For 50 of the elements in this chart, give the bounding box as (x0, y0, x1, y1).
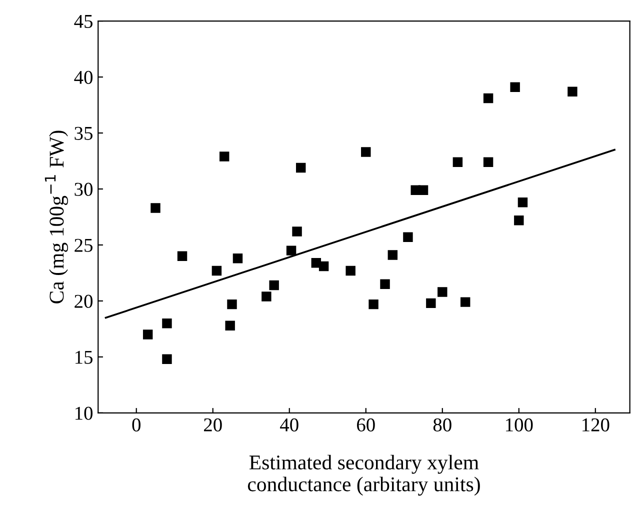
x-tick-label: 120 (582, 418, 610, 432)
point (286, 246, 296, 256)
point (177, 251, 188, 262)
point (380, 279, 390, 290)
point (227, 299, 237, 310)
x-tick-label: 80 (433, 418, 452, 432)
point (292, 226, 302, 236)
point (403, 232, 413, 242)
point (514, 215, 524, 226)
y-axis-title: Ca (mg 100g$^{−1}$ FW) (44, 130, 68, 304)
point (296, 162, 306, 173)
point (483, 157, 494, 167)
y-tick-label: 15 (76, 350, 92, 364)
point (518, 198, 528, 208)
point (438, 287, 448, 297)
point (418, 185, 428, 195)
point (225, 320, 235, 330)
x-tick-label: 0 (132, 418, 140, 432)
x-tick-label: 60 (357, 418, 375, 432)
point (142, 330, 153, 340)
x-axis-title: Estimated secondary xylem conductance (arbitary units) (248, 454, 480, 496)
point (162, 354, 172, 364)
point (388, 250, 398, 260)
point (162, 318, 172, 328)
y-tick-label: 35 (74, 126, 92, 140)
point (460, 297, 470, 307)
point (262, 292, 272, 302)
point (219, 152, 230, 162)
point (510, 82, 520, 92)
y-tick-label: 40 (74, 70, 93, 84)
point (232, 254, 243, 264)
point (212, 266, 222, 276)
point (318, 261, 329, 272)
y-tick-label: 45 (74, 14, 92, 28)
point (452, 157, 463, 167)
point (150, 203, 160, 213)
y-tick-label: 30 (74, 182, 93, 196)
y-tick-label: 25 (74, 238, 92, 252)
point (346, 266, 356, 276)
point (483, 93, 494, 104)
x-tick-label: 100 (506, 418, 533, 432)
point (361, 147, 371, 157)
point (426, 298, 436, 308)
point (568, 86, 578, 96)
x-tick-label: 40 (280, 418, 298, 432)
y-tick-label: 10 (76, 406, 93, 420)
point (269, 280, 279, 290)
point (368, 299, 378, 310)
y-tick-label: 20 (74, 294, 93, 308)
x-tick-label: 20 (204, 418, 222, 432)
